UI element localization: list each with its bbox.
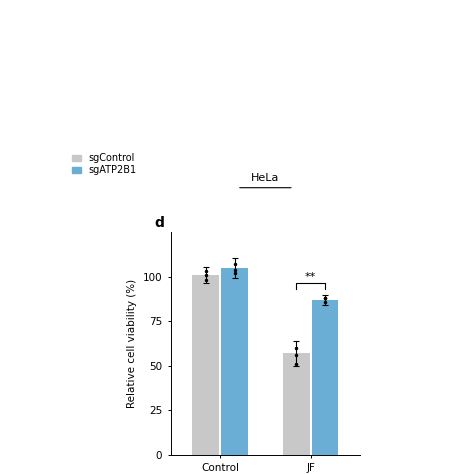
Bar [311, 300, 338, 455]
Bar [283, 354, 310, 455]
Text: **: ** [305, 272, 316, 282]
Bar [192, 275, 219, 455]
Y-axis label: Relative cell viability (%): Relative cell viability (%) [127, 279, 137, 408]
Text: d: d [154, 216, 164, 230]
Text: HeLa: HeLa [251, 173, 280, 183]
Legend: sgControl, sgATP2B1: sgControl, sgATP2B1 [71, 153, 138, 176]
Bar [221, 268, 248, 455]
